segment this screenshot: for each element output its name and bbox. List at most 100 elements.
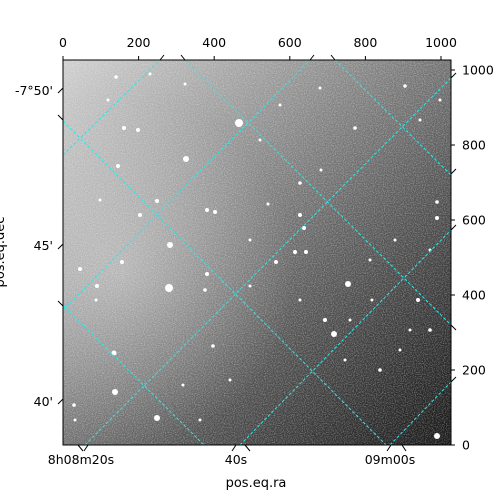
star bbox=[438, 98, 442, 102]
star bbox=[298, 181, 302, 185]
right-axis: 0 200 400 600 800 1000 bbox=[462, 63, 494, 453]
star bbox=[138, 213, 142, 217]
wcs-tick-mark bbox=[77, 444, 84, 452]
star bbox=[72, 403, 76, 407]
top-tick-label: 200 bbox=[127, 35, 151, 50]
star bbox=[148, 72, 152, 76]
star bbox=[78, 267, 82, 271]
top-tick-label: 600 bbox=[278, 35, 302, 50]
wcs-tick-mark bbox=[401, 444, 407, 452]
star bbox=[112, 389, 118, 395]
grid-line bbox=[63, 304, 205, 445]
star bbox=[114, 75, 118, 79]
star bbox=[403, 84, 407, 88]
x-axis-label: pos.eq.ra bbox=[226, 476, 287, 491]
star bbox=[398, 348, 402, 352]
star bbox=[106, 98, 110, 102]
grid-line bbox=[84, 77, 451, 445]
wcs-tick-mark bbox=[450, 376, 457, 383]
star bbox=[205, 272, 209, 276]
top-tick-label: 0 bbox=[59, 35, 67, 50]
star bbox=[258, 138, 262, 142]
top-tick-label: 800 bbox=[353, 35, 377, 50]
right-tick-label: 400 bbox=[462, 288, 486, 303]
star bbox=[319, 168, 323, 172]
wcs-tick-mark bbox=[309, 54, 315, 61]
star bbox=[95, 284, 99, 288]
ra-tick-label: 8h08m20s bbox=[48, 452, 114, 467]
wcs-tick-mark bbox=[450, 168, 457, 175]
wcs-tick-mark bbox=[57, 398, 64, 405]
wcs-tick-marks bbox=[57, 54, 457, 452]
star bbox=[298, 213, 302, 217]
wcs-tick-mark bbox=[57, 243, 64, 250]
coordinate-grid bbox=[63, 60, 451, 445]
right-tick-label: 0 bbox=[462, 438, 470, 453]
top-tick-label: 400 bbox=[202, 35, 226, 50]
star bbox=[167, 242, 173, 248]
star bbox=[183, 82, 187, 86]
star bbox=[278, 103, 282, 107]
star bbox=[331, 331, 337, 337]
star bbox=[155, 199, 159, 203]
star bbox=[434, 433, 440, 439]
star bbox=[73, 418, 77, 422]
pixel-axis-ticks bbox=[62, 56, 455, 446]
left-axis: -7°50' 45' 40' pos.eq.dec bbox=[0, 83, 53, 409]
star bbox=[393, 238, 397, 242]
star bbox=[353, 126, 357, 130]
wcs-tick-mark bbox=[244, 444, 251, 452]
star bbox=[120, 260, 124, 264]
star bbox=[198, 418, 202, 422]
star bbox=[183, 156, 189, 162]
star bbox=[98, 198, 102, 202]
star bbox=[418, 118, 422, 122]
star bbox=[345, 281, 351, 287]
wcs-tick-mark bbox=[450, 72, 457, 79]
top-tick-label: 1000 bbox=[425, 35, 457, 50]
star bbox=[348, 318, 352, 322]
star bbox=[274, 260, 278, 264]
ra-tick-label: 09m00s bbox=[365, 452, 416, 467]
sky-image bbox=[63, 60, 451, 445]
star bbox=[205, 208, 209, 212]
top-axis: 0 200 400 600 800 1000 bbox=[59, 35, 457, 50]
wcs-tick-mark bbox=[330, 54, 336, 61]
star bbox=[228, 378, 232, 382]
grid-line bbox=[63, 120, 387, 445]
grid-line bbox=[239, 229, 451, 445]
star bbox=[116, 164, 120, 168]
grid-line bbox=[334, 60, 451, 176]
right-tick-label: 600 bbox=[462, 213, 486, 228]
star bbox=[408, 328, 412, 332]
star bbox=[235, 119, 243, 127]
star bbox=[213, 210, 217, 214]
star bbox=[304, 250, 308, 254]
star bbox=[298, 298, 302, 302]
star bbox=[435, 200, 439, 204]
wcs-tick-mark bbox=[57, 300, 64, 307]
bottom-axis: 8h08m20s 40s 09m00s pos.eq.ra bbox=[48, 452, 415, 491]
star bbox=[428, 328, 432, 332]
wcs-tick-mark bbox=[386, 444, 392, 452]
wcs-tick-mark bbox=[159, 54, 165, 61]
right-tick-label: 200 bbox=[462, 363, 486, 378]
grid-line bbox=[184, 60, 451, 326]
grid-line bbox=[63, 60, 161, 156]
grid-line bbox=[63, 60, 311, 311]
star bbox=[302, 226, 306, 230]
star bbox=[211, 344, 215, 348]
star bbox=[318, 86, 322, 90]
star bbox=[370, 298, 374, 302]
star bbox=[111, 350, 117, 356]
right-tick-label: 800 bbox=[462, 138, 486, 153]
star bbox=[378, 368, 382, 372]
wcs-tick-mark bbox=[450, 224, 457, 231]
ra-tick-label: 40s bbox=[225, 452, 247, 467]
star bbox=[266, 202, 270, 206]
star bbox=[248, 238, 252, 242]
star bbox=[435, 216, 439, 220]
plot-frame bbox=[62, 59, 452, 446]
star bbox=[154, 415, 160, 421]
